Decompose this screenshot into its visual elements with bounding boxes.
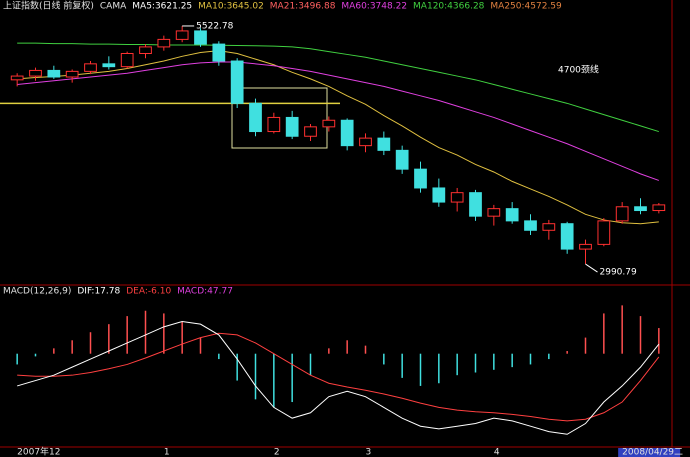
candle-body [395, 149, 409, 170]
x-tick-label: 2 [274, 448, 280, 457]
x-tick-label: 3 [366, 448, 372, 457]
candle-body [377, 137, 391, 151]
header-text: MACD:47.77 [177, 287, 233, 297]
x-tick-label: 4 [494, 448, 500, 457]
candle-body [322, 119, 336, 128]
candle-body [542, 223, 556, 231]
line [17, 332, 660, 422]
candle-body [267, 116, 281, 133]
x-tick-label: 1 [164, 448, 170, 457]
candle-body [524, 220, 537, 231]
candle-body [120, 52, 134, 68]
candle-body [505, 208, 519, 222]
candle-body [29, 69, 42, 77]
header-text: DEA:-6.10 [126, 287, 171, 297]
line [17, 320, 660, 435]
annotation-label: 5522.78 [196, 21, 233, 31]
candle-body [652, 204, 666, 212]
candle-body [139, 46, 152, 54]
candle-body [432, 187, 446, 203]
line [17, 42, 659, 133]
header-text: MA5:3621.25 [132, 2, 192, 12]
line [17, 50, 659, 225]
date-highlight [618, 448, 681, 457]
candle-body [340, 119, 354, 147]
candle-body [212, 43, 226, 62]
candle-body [359, 137, 372, 147]
candle-body [175, 30, 189, 40]
candle-body [304, 126, 317, 137]
candle-body [615, 206, 629, 222]
candle-body [10, 75, 24, 81]
candle-body [560, 223, 574, 250]
candle-body [157, 38, 171, 48]
header-text: MA120:4366.28 [413, 2, 485, 12]
candle-body [230, 60, 244, 104]
header-text: MA60:3748.22 [341, 2, 407, 12]
header-text: MA10:3645.02 [198, 2, 264, 12]
header-text: MA21:3496.88 [270, 2, 336, 12]
header-text: CAMA [100, 2, 127, 12]
header-text: DIF:17.78 [77, 287, 120, 297]
header-text: MACD(12,26,9) [3, 287, 71, 297]
candle-body [414, 168, 427, 189]
candle-body [102, 63, 116, 68]
candle-body [487, 208, 501, 217]
candle-body [84, 63, 97, 72]
candle-body [194, 30, 207, 45]
candle-body [469, 192, 482, 217]
annotation-arrow [585, 263, 598, 273]
candle-body [597, 220, 611, 245]
candle-body [450, 192, 464, 203]
candle-body [579, 243, 592, 250]
candle-body [249, 102, 262, 133]
line [17, 61, 660, 181]
candle-body [65, 70, 79, 78]
header-text: 上证指数(日线 前复权) [3, 0, 94, 12]
annotation-label: 2990.79 [600, 268, 637, 278]
consolidation-box [231, 87, 328, 149]
header-text: MA250:4572.59 [490, 2, 562, 12]
candle-body [285, 116, 299, 137]
x-tick-label: 2007年12 [17, 446, 60, 457]
candle-body [47, 69, 61, 78]
x-tick-label: 2008/04/29二 [622, 448, 683, 457]
neckline-label: 4700颈线 [558, 64, 599, 76]
candle-body [634, 206, 647, 212]
